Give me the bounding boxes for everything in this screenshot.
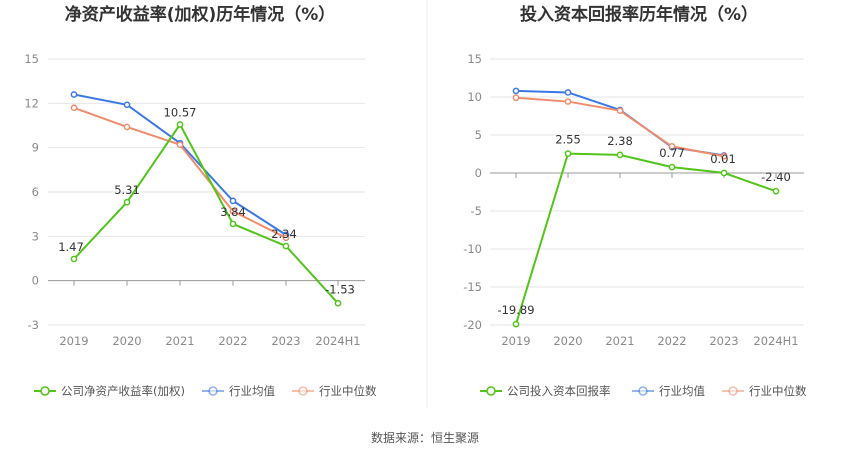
roe-series-point-0 (70, 255, 78, 263)
roic-series-point-2 (512, 94, 520, 102)
roic-x-tick-label: 2020 (553, 334, 582, 348)
roic-series-point-0 (772, 187, 780, 195)
roe-legend-marker (298, 386, 308, 396)
roe-y-tick-label: 12 (24, 96, 39, 110)
data-source-note: 数据来源：恒生聚源 (371, 430, 479, 445)
roic-y-tick-label: -10 (463, 242, 482, 256)
roic-data-label: -19.89 (497, 303, 534, 317)
roic-y-tick-label: -20 (463, 318, 482, 332)
roe-data-label: 3.84 (220, 205, 246, 219)
roic-series-point-2 (720, 152, 728, 160)
roe-y-tick-label: 15 (24, 52, 39, 66)
roe-legend-marker (40, 386, 50, 396)
roe-series-point-2 (282, 234, 290, 242)
roic-legend-marker (728, 386, 738, 396)
roic-legend-label: 行业均值 (659, 384, 705, 398)
roe-x-tick-label: 2023 (271, 334, 300, 348)
roic-legend-marker (486, 386, 496, 396)
roe-x-tick-label: 2019 (59, 334, 88, 348)
roe-x-tick-label: 2024H1 (315, 334, 360, 348)
roe-x-tick-label: 2021 (165, 334, 194, 348)
roic-x-tick-label: 2024H1 (753, 334, 798, 348)
roic-data-label: 2.55 (555, 133, 581, 147)
roic-series-point-0 (564, 150, 572, 157)
roe-y-tick-label: 0 (32, 274, 39, 288)
roe-chart-title: 净资产收益率(加权)历年情况（%） (65, 4, 336, 25)
roic-legend-label: 公司投入资本回报率 (507, 384, 611, 398)
roe-series-point-1 (123, 101, 131, 109)
roe-data-label: 10.57 (164, 105, 197, 119)
roic-series-line-0 (515, 152, 777, 325)
roic-chart-panel: 投入资本回报率历年情况（%） 15 10 5 0 -5 -10 -15 -20 2019 2020… (463, 4, 807, 398)
roe-series-point-2 (229, 207, 237, 215)
roic-x-tick-label: 2021 (605, 334, 634, 348)
roic-y-tick-label: 10 (467, 90, 482, 104)
roe-legend-item-2[interactable]: 行业中位数 (292, 384, 377, 398)
roic-series-point-1 (512, 87, 520, 95)
roe-series-point-1 (229, 197, 237, 205)
roe-legend-label: 行业均值 (229, 384, 275, 398)
roic-legend-item-0[interactable]: 公司投入资本回报率 (480, 384, 611, 398)
roe-series-point-0 (176, 121, 184, 128)
roic-x-tick-label: 2022 (657, 334, 686, 348)
roe-x-tick-label: 2020 (112, 334, 141, 348)
roic-data-label: -2.40 (761, 170, 791, 184)
roic-x-tick-label: 2023 (709, 334, 738, 348)
roe-legend-item-1[interactable]: 行业均值 (202, 384, 275, 398)
roe-series-point-0 (282, 242, 290, 250)
roe-legend-label: 公司净资产收益率(加权) (61, 384, 185, 398)
roic-series-point-0 (512, 320, 520, 328)
roe-y-tick-label: 9 (32, 141, 39, 155)
roic-y-tick-label: 5 (475, 128, 482, 142)
roe-data-label: 5.31 (114, 183, 140, 197)
roic-y-tick-label: -15 (463, 280, 482, 294)
roe-series-point-0 (334, 299, 342, 307)
roic-series-point-2 (668, 143, 676, 150)
roic-legend-label: 行业中位数 (749, 384, 807, 398)
roe-y-tick-label: 3 (32, 229, 39, 243)
roe-series-point-2 (70, 104, 78, 112)
roe-data-label: -1.53 (325, 282, 355, 296)
roic-series-point-0 (616, 151, 624, 159)
roe-legend-marker (208, 386, 218, 396)
roe-series-point-0 (123, 198, 131, 206)
roe-data-label: 2.34 (271, 227, 297, 241)
roe-legend-item-0[interactable]: 公司净资产收益率(加权) (34, 384, 185, 398)
roe-x-tick-label: 2022 (218, 334, 247, 348)
roic-legend-item-2[interactable]: 行业中位数 (722, 384, 807, 398)
roic-chart-title: 投入资本回报率历年情况（%） (520, 4, 758, 25)
roic-series-point-0 (668, 163, 676, 171)
roic-data-label: 0.01 (710, 152, 736, 166)
roe-series-point-2 (176, 141, 184, 149)
roic-legend-marker (638, 386, 648, 396)
roic-series-point-1 (564, 89, 572, 96)
roe-chart-panel: 净资产收益率(加权)历年情况（%） 15 12 9 6 3 0 -3 2019 2020 2021… (24, 4, 377, 398)
roe-data-label: 1.47 (58, 240, 84, 254)
roic-series-point-2 (564, 98, 572, 105)
roic-series-point-2 (616, 107, 624, 115)
roic-legend-item-1[interactable]: 行业均值 (632, 384, 705, 398)
roic-series-point-0 (720, 169, 728, 177)
roic-y-tick-label: -5 (471, 204, 482, 218)
roe-y-tick-label: 6 (32, 185, 39, 199)
roe-series-point-2 (123, 123, 131, 131)
roe-y-tick-label: -3 (28, 318, 39, 332)
roic-data-label: 2.38 (607, 134, 633, 148)
roic-data-label: 0.77 (659, 146, 685, 160)
roe-series-line-0 (73, 123, 339, 304)
roic-y-tick-label: 0 (475, 166, 482, 180)
roe-series-point-0 (229, 220, 237, 228)
roic-y-tick-label: 15 (467, 52, 482, 66)
roe-series-point-1 (70, 91, 78, 98)
roe-legend-label: 行业中位数 (319, 384, 377, 398)
roic-x-tick-label: 2019 (501, 334, 530, 348)
